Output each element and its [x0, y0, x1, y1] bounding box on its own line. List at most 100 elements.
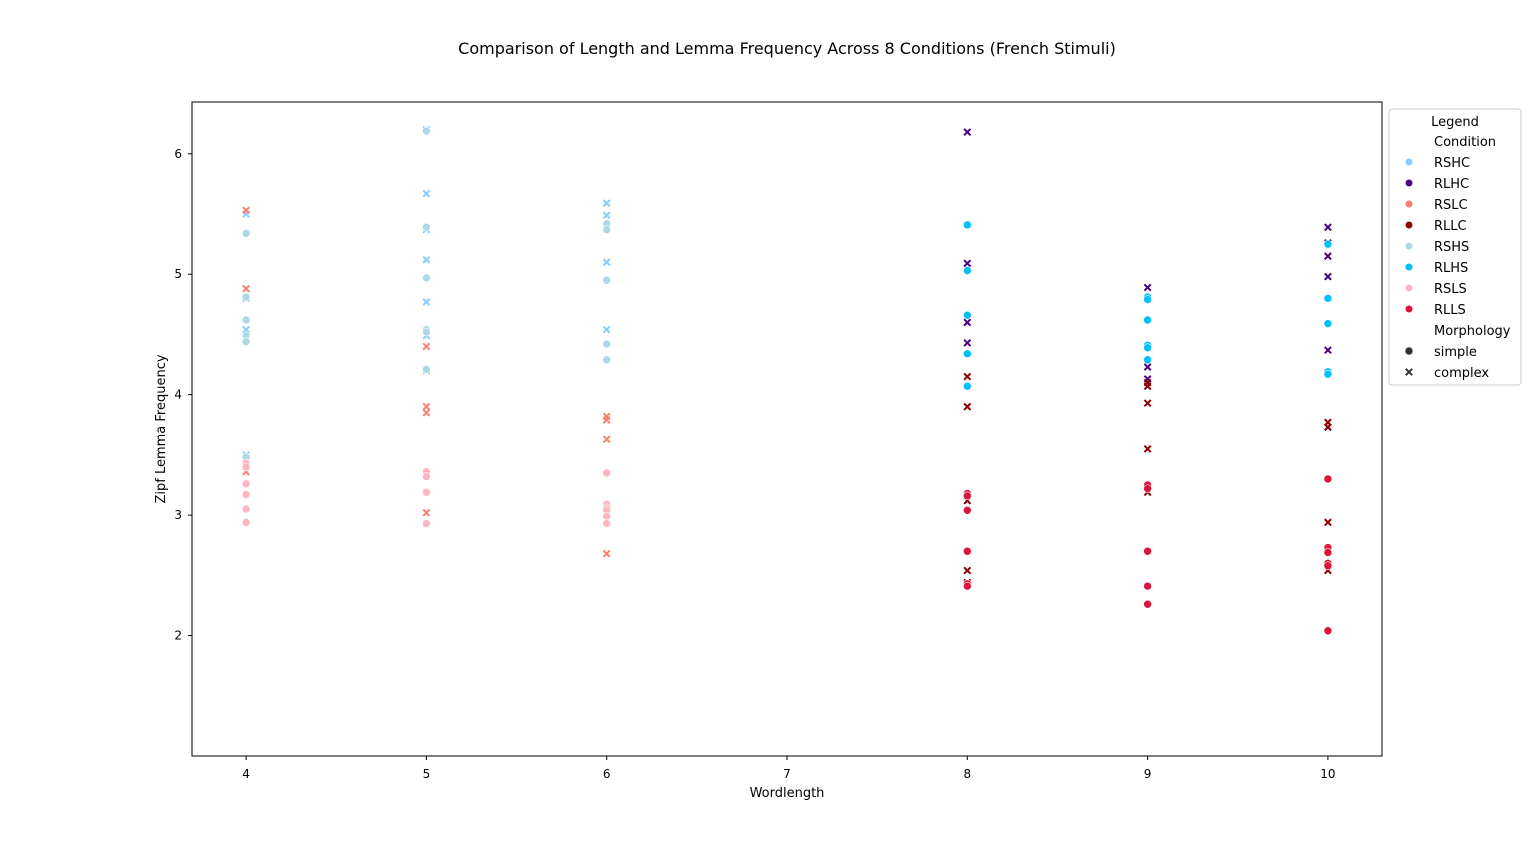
legend-label: RSHC: [1434, 156, 1470, 171]
legend-item-rllc: RLLC: [1405, 219, 1467, 234]
legend-item-rlhs: RLHS: [1405, 261, 1468, 276]
data-point: [602, 512, 611, 521]
data-point: [1323, 369, 1333, 379]
y-tick-label: 3: [174, 508, 182, 522]
data-point: [963, 566, 972, 575]
data-point: [1143, 315, 1152, 325]
chart-title: Comparison of Length and Lemma Frequency…: [458, 39, 1116, 58]
data-point: [963, 381, 972, 391]
data-point: [242, 206, 250, 215]
x-tick-label: 4: [242, 767, 250, 781]
data-point: [422, 519, 431, 528]
data-point: [1324, 223, 1332, 232]
x-axis-ticks: 4 5 6 7 8 9 10: [242, 756, 1336, 781]
x-tick-label: 7: [783, 767, 791, 781]
data-point: [963, 266, 972, 275]
y-tick-label: 6: [174, 147, 182, 161]
data-point: [963, 491, 972, 501]
data-point: [963, 318, 972, 327]
data-point: [1324, 423, 1332, 432]
data-point: [422, 508, 431, 517]
data-point: [1143, 546, 1152, 556]
data-point: [1143, 444, 1152, 453]
legend-swatch: [1405, 368, 1413, 376]
data-point: [422, 365, 431, 374]
data-point: [422, 189, 431, 198]
data-point: [422, 273, 431, 283]
data-point: [602, 325, 611, 334]
data-point: [963, 372, 972, 381]
data-point: [422, 126, 431, 136]
y-tick-label: 2: [174, 629, 182, 643]
y-tick-label: 5: [174, 267, 182, 281]
data-point: [1323, 319, 1333, 328]
data-point: [1323, 548, 1333, 557]
data-point: [602, 199, 611, 208]
data-point: [1143, 355, 1152, 365]
series-rshc: [242, 125, 611, 459]
data-points: [241, 125, 1333, 636]
data-point: [963, 128, 972, 137]
series-rlls: [963, 474, 1333, 636]
y-tick-label: 4: [174, 388, 182, 402]
data-point: [1324, 252, 1332, 261]
data-point: [602, 339, 611, 349]
legend-box: [1388, 108, 1522, 386]
series-rsls: [241, 459, 611, 528]
legend-swatch: [1405, 158, 1413, 166]
data-point: [602, 211, 611, 220]
legend: Legend Condition RSHC RLHC RSLC RLLC RSHS RLH…: [1388, 108, 1522, 386]
legend-label: complex: [1434, 366, 1489, 381]
data-point: [963, 349, 972, 359]
legend-label: RSHS: [1434, 240, 1469, 255]
legend-item-rslc: RSLC: [1405, 198, 1468, 213]
data-point: [602, 519, 611, 528]
legend-morphology-entries: simple complex: [1404, 345, 1489, 381]
data-point: [1324, 346, 1332, 355]
data-point: [602, 275, 611, 285]
data-point: [963, 402, 972, 411]
data-point: [1143, 484, 1152, 493]
data-point: [1143, 295, 1152, 304]
legend-label: RLLC: [1434, 219, 1467, 234]
x-tick-label: 9: [1144, 767, 1152, 781]
data-point: [1323, 626, 1333, 636]
data-point: [963, 338, 972, 347]
data-point: [241, 479, 251, 489]
data-point: [1143, 599, 1152, 609]
data-point: [241, 315, 251, 325]
legend-label: RSLS: [1434, 282, 1467, 297]
legend-swatch: [1405, 221, 1413, 229]
legend-morphology-heading: Morphology: [1434, 324, 1511, 339]
data-point: [1324, 518, 1332, 527]
legend-swatch: [1405, 179, 1413, 187]
data-point: [242, 284, 250, 293]
data-point: [1143, 581, 1152, 591]
data-point: [1323, 239, 1333, 249]
legend-item-rlhc: RLHC: [1405, 177, 1469, 192]
data-point: [422, 472, 431, 481]
data-point: [963, 505, 972, 515]
x-tick-label: 6: [603, 767, 611, 781]
legend-label: simple: [1434, 345, 1477, 360]
data-point: [422, 487, 431, 497]
x-tick-label: 5: [423, 767, 431, 781]
data-point: [241, 490, 251, 499]
legend-label: RLHC: [1434, 177, 1469, 192]
data-point: [602, 355, 611, 365]
data-point: [602, 549, 611, 558]
legend-swatch: [1405, 284, 1413, 292]
data-point: [1323, 561, 1333, 571]
data-point: [602, 416, 611, 424]
data-point: [963, 259, 972, 268]
data-point: [241, 518, 251, 527]
legend-condition-heading: Condition: [1434, 135, 1496, 150]
data-point: [963, 310, 972, 320]
legend-item-complex: complex: [1405, 366, 1489, 381]
data-point: [422, 408, 431, 417]
legend-swatch: [1404, 346, 1414, 356]
data-point: [1323, 474, 1333, 484]
data-point: [422, 222, 431, 232]
data-point: [422, 298, 431, 306]
